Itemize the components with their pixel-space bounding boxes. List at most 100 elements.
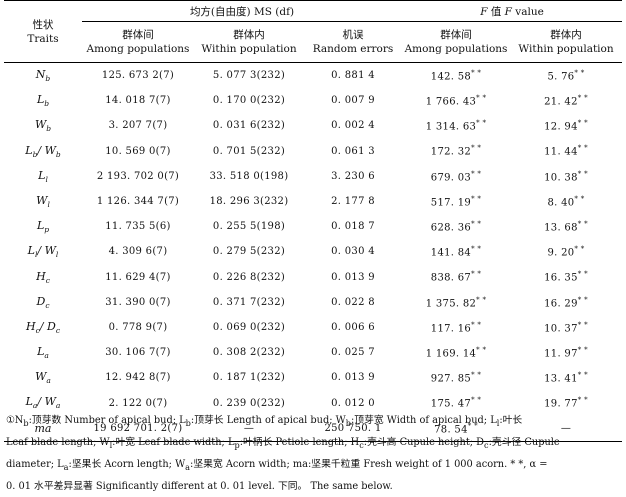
trait-subscript: b [46,124,52,134]
significance-mark: * * [577,119,588,128]
significance-mark: * * [471,144,482,153]
ms-among-cell: 30. 106 7(7) [105,347,171,359]
ms-among-cell: 2. 122 0(7) [108,397,168,409]
ms-among-cell: 10. 569 0(7) [105,145,171,157]
significance-mark: * * [574,68,585,77]
table-row: Hc 11. 629 4(7) 0. 226 8(232) 0. 013 9 838. … [4,265,622,290]
note-line-1: ①Nb:顶芽数 Number of apical bud; Lb:顶芽长 Len… [6,415,523,428]
significance-mark: * * [471,396,482,405]
trait-symbol: W [35,370,47,384]
f-f2-cell: 9. 20* * [510,239,622,264]
f-value: 11. 44 [544,146,578,158]
trait-subscript: c [45,300,50,310]
trait-subscript: a [32,401,38,411]
trait-cell: Wl [4,189,82,214]
table-row: Nb 125. 673 2(7) 5. 077 3(232) 0. 881 4 142.… [4,63,622,89]
f-f1-cell: 1 766. 43* * [402,88,510,113]
ms-within-cell: 33. 518 0(198) [209,170,289,182]
trait-cell: Lb [4,88,82,113]
table-row: Lb 14. 018 7(7) 0. 170 0(232) 0. 007 9 1 766… [4,88,622,113]
f-value: 1 375. 82 [425,297,477,309]
trait-subscript-2: b [55,149,61,159]
trait-symbol: ma [34,421,52,435]
f-f1-cell: 141. 84* * [402,239,510,264]
trait-subscript: b [32,149,38,159]
ms-among-cell: 125. 673 2(7) [101,70,175,82]
col-header-cn: 机误 [342,29,364,41]
ms-within-cell: 0. 279 5(232) [212,246,286,258]
f-f1-cell: 117. 16* * [402,315,510,340]
table-row: Dc 31. 390 0(7) 0. 371 7(232) 0. 022 8 1 375… [4,290,622,315]
trait-cell: Nb [4,63,82,89]
trait-symbol-2: D [46,319,56,333]
trait-cell: Ll/ Wl [4,239,82,264]
f-value: 927. 85 [430,373,472,385]
ms-among-cell: 3. 207 7(7) [108,120,168,132]
significance-mark: * * [574,194,585,203]
f-f1-cell: 78. 54* * [402,416,510,442]
f-value: — [560,422,572,434]
ms-err-cell: 0. 006 6 [331,321,375,333]
trait-subscript: c [35,326,40,336]
f-value: 679. 03 [430,172,472,183]
col-header-2: 机误 Random errors [304,22,402,63]
f-value: 1 169. 14 [425,348,477,360]
trait-subscript: a [46,376,51,386]
col-header-en: Random errors [312,43,394,55]
significance-mark: * * [476,295,487,304]
trait-symbol: W [36,193,48,207]
col-header-cn: 群体间 [122,29,154,41]
col-header-0: 群体间 Among populations [82,22,194,63]
trait-cell: Hc [4,265,82,290]
significance-mark: * * [577,396,588,405]
col-header-en: Within population [201,43,297,55]
trait-subscript: c [45,275,50,285]
trait-subscript: a [44,351,49,361]
f-value: 5. 76 [547,71,575,83]
f-value: 9. 20 [547,247,575,259]
f-f2-cell: 10. 38* * [510,164,622,189]
trait-header-cn: 性状 [32,18,54,31]
f-value: 13. 41 [544,373,578,385]
significance-mark: * * [471,194,482,203]
trait-symbol: L [37,345,45,359]
f-value: 628. 36 [430,222,472,234]
trait-cell: Ll [4,164,82,189]
ms-within-cell: — [243,422,255,434]
f-f2-cell: 13. 68* * [510,214,622,239]
ms-err-cell: 0. 018 7 [331,221,375,233]
trait-subscript: b [44,99,50,109]
table-row: Ll/ Wl 4. 309 6(7) 0. 279 5(232) 0. 030 4 14… [4,239,622,264]
significance-mark: * * [476,345,487,354]
trait-subscript-2: a [55,401,61,411]
ms-err-cell: 0. 007 9 [331,95,375,107]
significance-mark: * * [471,270,482,279]
note-line-2: Leaf blade length; Wl:叶宽 Leaf blade widt… [6,436,560,450]
ms-among-cell: 11. 629 4(7) [105,271,171,283]
f-f1-cell: 1 169. 14* * [402,340,510,365]
col-header-en: Among populations [404,43,508,55]
significance-mark: * * [577,295,588,304]
ms-within-cell: 0. 187 1(232) [212,372,286,384]
trait-header: 性状 Traits [4,0,82,63]
anova-table: 性状 Traits 均方(自由度) MS (df) F 值 F value 群体… [4,0,623,442]
ms-err-cell: 0. 013 9 [331,372,375,384]
significance-mark: * * [577,94,588,103]
table-row: Wa 12. 942 8(7) 0. 187 1(232) 0. 013 9 927. … [4,365,622,390]
col-header-cn: 群体间 [440,29,472,41]
trait-symbol: H [36,269,46,283]
ms-among-cell: 12. 942 8(7) [105,372,171,384]
f-f1-cell: 679. 03* * [402,164,510,189]
ms-within-cell: 0. 255 5(198) [212,221,286,233]
f-f1-cell: 142. 58* * [402,63,510,89]
significance-mark: * * [574,245,585,254]
ms-within-cell: 5. 077 3(232) [212,70,286,82]
ms-err-cell: 0. 022 8 [331,296,375,308]
trait-symbol: L [36,219,45,233]
significance-mark: * * [577,371,588,380]
ms-err-cell: 0. 061 3 [331,145,375,157]
ratio-slash: / [37,143,45,157]
ms-within-cell: 0. 226 8(232) [212,271,286,283]
significance-mark: * * [471,68,482,77]
